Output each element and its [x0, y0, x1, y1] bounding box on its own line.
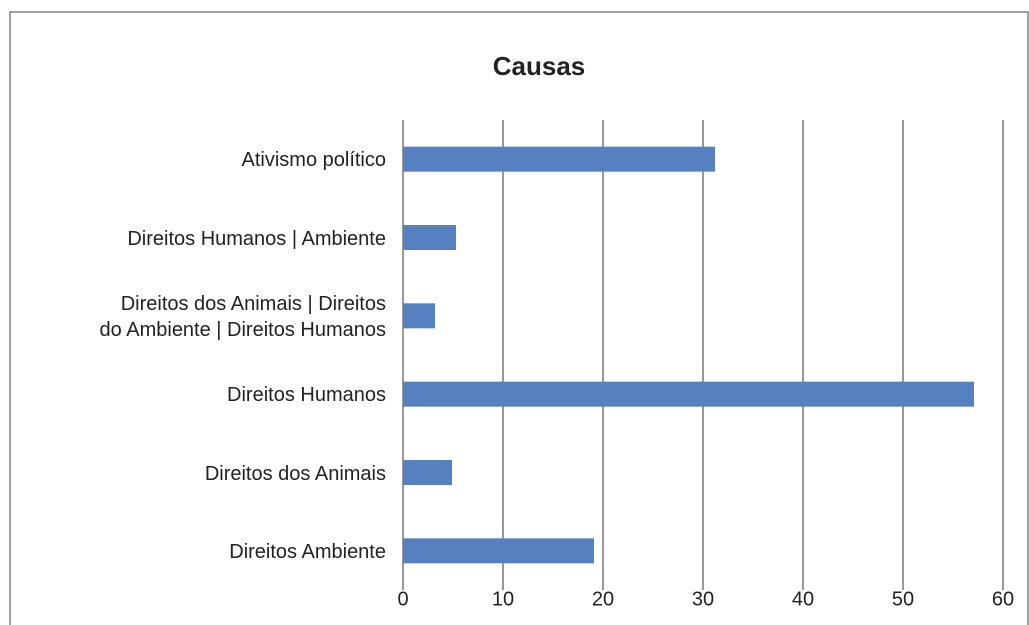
y-tick-label: Ativismo político	[241, 149, 387, 172]
y-tick-label: Direitos dos Animais	[204, 462, 386, 485]
x-tick-label: 40	[792, 588, 814, 610]
chart-title: Causas	[493, 51, 586, 81]
bar	[403, 303, 435, 329]
bar	[403, 460, 452, 485]
x-tick-label: 60	[992, 588, 1014, 610]
x-tick-label: 30	[692, 588, 714, 610]
x-tick-label: 20	[592, 588, 614, 610]
y-tick-label: Direitos Humanos	[227, 384, 386, 407]
y-tick-label: Direitos dos Animais | Direitos do Ambie…	[99, 292, 386, 341]
frame	[9, 11, 1029, 625]
x-tick-label: 10	[492, 588, 514, 610]
y-tick-label: Direitos Humanos | Ambiente	[127, 227, 386, 250]
y-tick-label: Direitos Ambiente	[229, 540, 386, 563]
x-tick-label: 50	[892, 588, 914, 610]
bar	[403, 225, 456, 250]
bar	[403, 146, 715, 172]
bar	[403, 538, 594, 564]
x-tick-label: 0	[397, 588, 408, 610]
bar	[403, 381, 974, 407]
